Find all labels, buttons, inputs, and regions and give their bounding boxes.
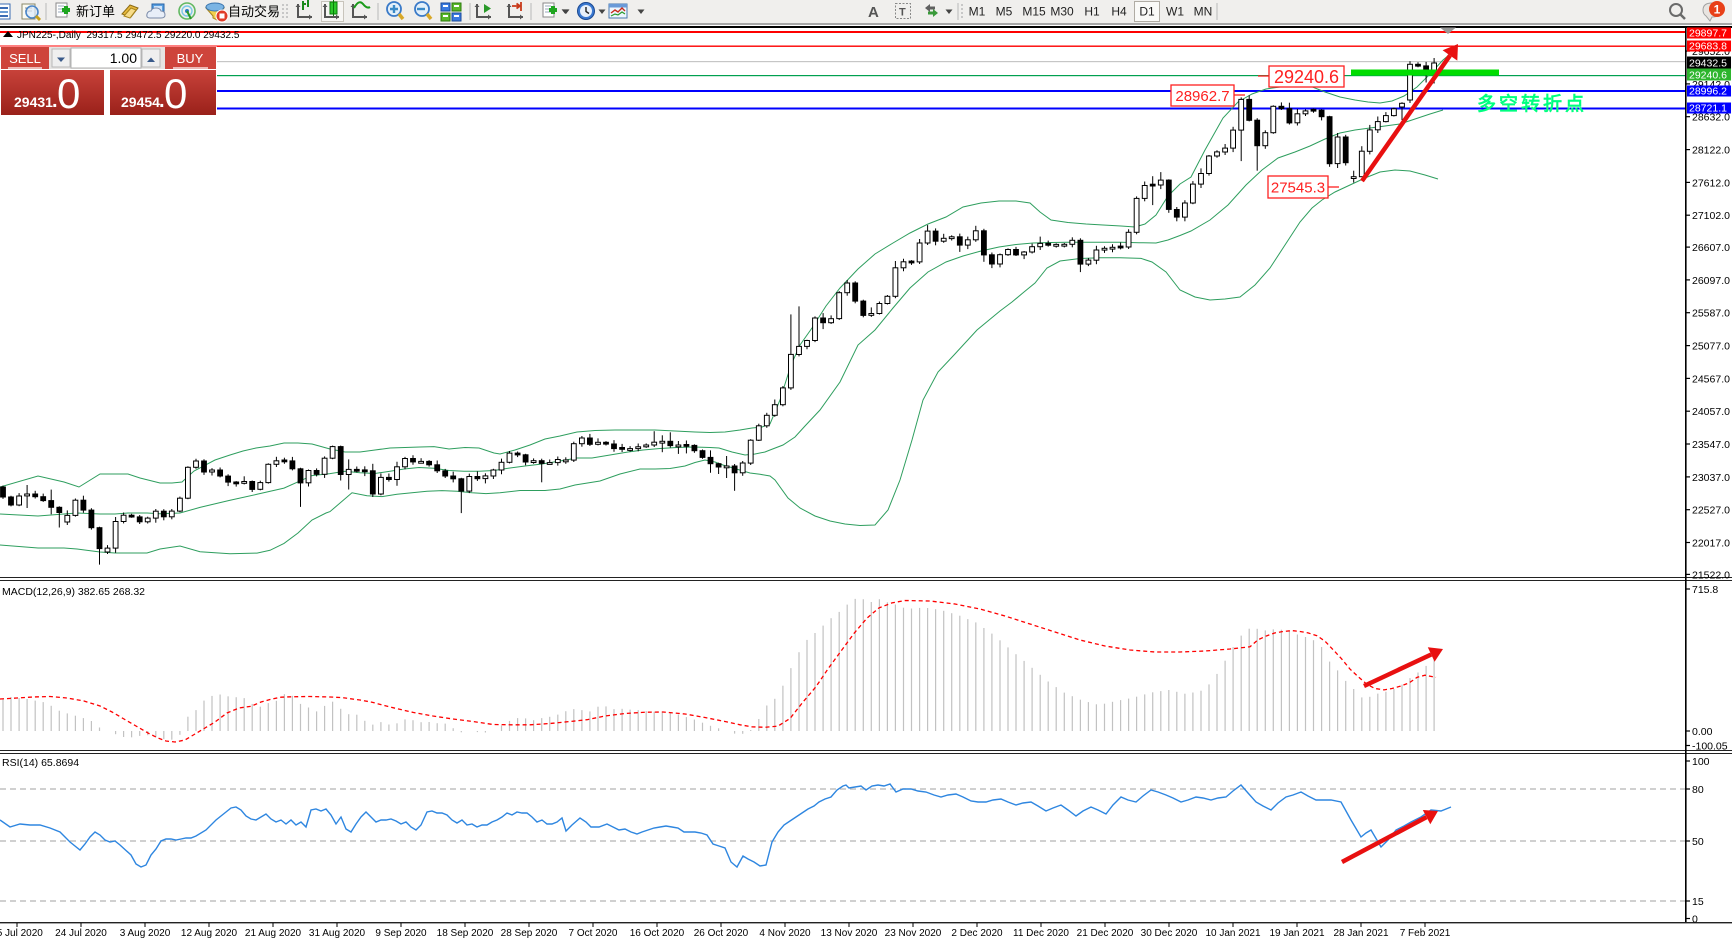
svg-text:24567.0: 24567.0 (1692, 373, 1730, 385)
svg-text:29454: 29454 (121, 94, 160, 110)
svg-text:1.00: 1.00 (110, 50, 137, 66)
svg-text:18 Sep 2020: 18 Sep 2020 (437, 928, 494, 939)
svg-text:4 Nov 2020: 4 Nov 2020 (759, 928, 811, 939)
svg-text:M1: M1 (969, 5, 986, 19)
svg-text:SELL: SELL (9, 51, 41, 66)
svg-text:23037.0: 23037.0 (1692, 472, 1730, 484)
svg-text:27612.0: 27612.0 (1692, 177, 1730, 189)
svg-text:0: 0 (164, 70, 187, 117)
svg-text:15: 15 (1692, 896, 1704, 908)
svg-text:26607.0: 26607.0 (1692, 242, 1730, 254)
svg-text:23547.0: 23547.0 (1692, 439, 1730, 451)
svg-text:新订单: 新订单 (76, 4, 115, 19)
svg-text:80: 80 (1692, 784, 1704, 796)
svg-text:9 Sep 2020: 9 Sep 2020 (375, 928, 427, 939)
svg-text:H4: H4 (1111, 5, 1127, 19)
svg-text:M30: M30 (1050, 5, 1074, 19)
svg-text:7 Feb 2021: 7 Feb 2021 (1400, 928, 1451, 939)
svg-text:28962.7: 28962.7 (1175, 88, 1229, 105)
svg-text:-100.05: -100.05 (1692, 741, 1728, 753)
svg-text:24057.0: 24057.0 (1692, 406, 1730, 418)
svg-text:.: . (159, 90, 165, 112)
svg-text:13 Nov 2020: 13 Nov 2020 (821, 928, 878, 939)
svg-text:0: 0 (1692, 914, 1698, 926)
svg-text:1: 1 (1714, 3, 1721, 17)
svg-text:28996.2: 28996.2 (1689, 86, 1727, 98)
svg-text:21 Aug 2020: 21 Aug 2020 (245, 928, 302, 939)
svg-text:28632.0: 28632.0 (1692, 112, 1730, 124)
svg-text:21522.0: 21522.0 (1692, 569, 1730, 581)
svg-text:M5: M5 (996, 5, 1013, 19)
svg-text:22527.0: 22527.0 (1692, 505, 1730, 517)
svg-text:29240.6: 29240.6 (1689, 70, 1727, 82)
svg-text:29432.5: 29432.5 (1689, 58, 1727, 70)
svg-text:29897.7: 29897.7 (1689, 28, 1727, 40)
svg-text:50: 50 (1692, 836, 1704, 848)
svg-text:28721.1: 28721.1 (1689, 103, 1727, 115)
svg-text:30 Dec 2020: 30 Dec 2020 (1141, 928, 1198, 939)
svg-text:25587.0: 25587.0 (1692, 308, 1730, 320)
svg-text:T: T (899, 7, 906, 19)
svg-text:23 Nov 2020: 23 Nov 2020 (885, 928, 942, 939)
svg-text:MN: MN (1194, 5, 1213, 19)
svg-text:715.8: 715.8 (1692, 584, 1718, 596)
svg-text:28 Jan 2021: 28 Jan 2021 (1333, 928, 1388, 939)
svg-text:15 Jul 2020: 15 Jul 2020 (0, 928, 43, 939)
svg-text:10 Jan 2021: 10 Jan 2021 (1205, 928, 1260, 939)
svg-text:28122.0: 28122.0 (1692, 145, 1730, 157)
svg-text:19 Jan 2021: 19 Jan 2021 (1269, 928, 1324, 939)
svg-text:M15: M15 (1022, 5, 1046, 19)
svg-text:27545.3: 27545.3 (1271, 179, 1325, 196)
svg-text:0.00: 0.00 (1692, 726, 1713, 738)
svg-text:28 Sep 2020: 28 Sep 2020 (501, 928, 558, 939)
svg-text:100: 100 (1692, 756, 1710, 768)
svg-text:29683.8: 29683.8 (1689, 41, 1727, 53)
svg-text:.: . (52, 90, 58, 112)
svg-text:JPN225-,Daily 29317.5 29472.5: JPN225-,Daily 29317.5 29472.5 29220.0 29… (17, 30, 240, 41)
svg-text:21 Dec 2020: 21 Dec 2020 (1077, 928, 1134, 939)
svg-text:MACD(12,26,9) 382.65 268.32: MACD(12,26,9) 382.65 268.32 (2, 586, 145, 598)
svg-text:16 Oct 2020: 16 Oct 2020 (630, 928, 685, 939)
svg-text:26 Oct 2020: 26 Oct 2020 (694, 928, 749, 939)
svg-text:24 Jul 2020: 24 Jul 2020 (55, 928, 107, 939)
svg-text:26097.0: 26097.0 (1692, 275, 1730, 287)
svg-text:11 Dec 2020: 11 Dec 2020 (1013, 928, 1069, 939)
svg-text:D1: D1 (1139, 5, 1155, 19)
svg-text:H1: H1 (1084, 5, 1100, 19)
svg-text:自动交易: 自动交易 (228, 4, 280, 19)
svg-text:W1: W1 (1166, 5, 1184, 19)
svg-text:2 Dec 2020: 2 Dec 2020 (951, 928, 1003, 939)
svg-text:BUY: BUY (177, 51, 204, 66)
svg-text:29431: 29431 (14, 94, 53, 110)
svg-text:27102.0: 27102.0 (1692, 210, 1730, 222)
svg-text:29240.6: 29240.6 (1274, 67, 1339, 87)
svg-text:0: 0 (57, 70, 80, 117)
svg-text:3 Aug 2020: 3 Aug 2020 (120, 928, 171, 939)
svg-text:A: A (868, 4, 879, 21)
svg-text:12 Aug 2020: 12 Aug 2020 (181, 928, 238, 939)
svg-text:多空转折点: 多空转折点 (1477, 92, 1587, 115)
svg-text:31 Aug 2020: 31 Aug 2020 (309, 928, 366, 939)
svg-text:7 Oct 2020: 7 Oct 2020 (569, 928, 618, 939)
svg-text:22017.0: 22017.0 (1692, 538, 1730, 550)
svg-text:25077.0: 25077.0 (1692, 341, 1730, 353)
svg-text:RSI(14) 65.8694: RSI(14) 65.8694 (2, 757, 79, 769)
